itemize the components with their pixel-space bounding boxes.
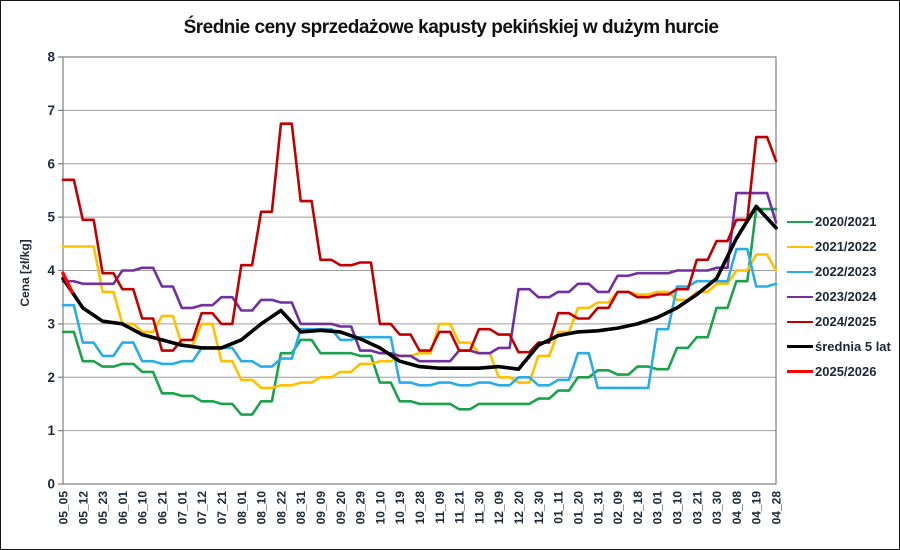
x-tick-label: 04_08 xyxy=(730,491,744,525)
x-tick-label: 02_18 xyxy=(631,491,645,525)
x-tick-label: 03_30 xyxy=(710,491,724,525)
legend-label: średnia 5 lat xyxy=(815,339,891,354)
chart-title: Średnie ceny sprzedażowe kapusty pekińsk… xyxy=(183,17,719,38)
series-line-2022-2023 xyxy=(61,247,778,390)
x-tick-label: 06_21 xyxy=(156,491,170,525)
x-tick-label: 08_22 xyxy=(274,491,288,525)
y-tick-label: 2 xyxy=(47,370,55,385)
x-tick-label: 04_19 xyxy=(750,491,764,525)
legend-item: 2025/2026 xyxy=(787,363,891,380)
legend-label: 2020/2021 xyxy=(815,214,877,229)
legend-swatch xyxy=(787,320,813,323)
y-tick-label: 1 xyxy=(47,423,55,438)
x-tick-label: 07_12 xyxy=(195,491,209,525)
x-tick-label: 03_01 xyxy=(651,491,665,525)
legend-label: 2021/2022 xyxy=(815,239,877,254)
x-tick-label: 12_09 xyxy=(492,491,506,525)
x-tick-label: 12_30 xyxy=(532,491,546,525)
x-tick-label: 11_09 xyxy=(433,491,447,524)
x-tick-label: 12_20 xyxy=(512,491,526,525)
x-tick-label: 10_19 xyxy=(393,491,407,525)
x-tick-label: 07_01 xyxy=(175,491,189,525)
legend-swatch xyxy=(787,245,813,248)
x-tick-label: 10_10 xyxy=(373,491,387,525)
legend-item: 2020/2021 xyxy=(787,213,891,230)
legend-label: 2023/2024 xyxy=(815,289,877,304)
legend-swatch xyxy=(787,345,813,348)
x-tick-label: 05_23 xyxy=(96,491,110,525)
series-line-2025-2026 xyxy=(61,271,74,294)
x-tick-label: 09_29 xyxy=(354,491,368,525)
x-tick-label: 01_20 xyxy=(571,491,585,525)
y-tick-label: 5 xyxy=(47,210,55,225)
x-tick-label: 07_21 xyxy=(215,491,229,525)
series-line-2020-2021 xyxy=(61,207,778,416)
legend-label: 2024/2025 xyxy=(815,314,877,329)
y-tick-label: 4 xyxy=(47,263,55,278)
legend-swatch xyxy=(787,295,813,298)
x-tick-label: 09_09 xyxy=(314,491,328,525)
y-tick-label: 7 xyxy=(47,103,55,118)
legend-item: 2021/2022 xyxy=(787,238,891,255)
series-line-2023-2024 xyxy=(61,191,778,363)
x-tick-label: 01_11 xyxy=(552,491,566,524)
x-tick-label: 08_31 xyxy=(294,491,308,525)
x-tick-label: 02_09 xyxy=(611,491,625,525)
x-tick-label: 06_01 xyxy=(116,491,130,525)
y-tick-label: 6 xyxy=(47,156,55,171)
series-line-rednia-5-lat xyxy=(61,204,778,371)
series-line-2024-2025 xyxy=(61,122,778,354)
x-tick-label: 09_20 xyxy=(334,491,348,525)
x-tick-label: 05_12 xyxy=(76,491,90,525)
x-tick-label: 08_01 xyxy=(235,491,249,525)
x-tick-label: 05_05 xyxy=(57,491,71,525)
legend-item: 2024/2025 xyxy=(787,313,891,330)
x-tick-label: 10_28 xyxy=(413,491,427,525)
x-tick-label: 04_28 xyxy=(770,491,784,525)
legend-label: 2022/2023 xyxy=(815,264,877,279)
x-tick-label: 11_30 xyxy=(472,491,486,524)
legend-label: 2025/2026 xyxy=(815,364,877,379)
legend-swatch xyxy=(787,370,813,373)
x-tick-label: 03_21 xyxy=(690,491,704,525)
legend-swatch xyxy=(787,270,813,273)
y-tick-label: 8 xyxy=(47,50,55,65)
legend-swatch xyxy=(787,220,813,223)
x-tick-label: 08_10 xyxy=(255,491,269,525)
x-tick-label: 11_21 xyxy=(453,491,467,524)
y-tick-label: 3 xyxy=(47,316,55,331)
x-tick-label: 06_10 xyxy=(136,491,150,525)
x-tick-label: 03_10 xyxy=(670,491,684,525)
x-tick-label: 01_31 xyxy=(591,491,605,525)
y-tick-label: 0 xyxy=(47,477,55,492)
legend-item: 2023/2024 xyxy=(787,288,891,305)
legend-item: 2022/2023 xyxy=(787,263,891,280)
legend: 2020/2021 2021/2022 2022/2023 2023/2024 2024… xyxy=(787,213,891,380)
legend-item: średnia 5 lat xyxy=(787,338,891,355)
